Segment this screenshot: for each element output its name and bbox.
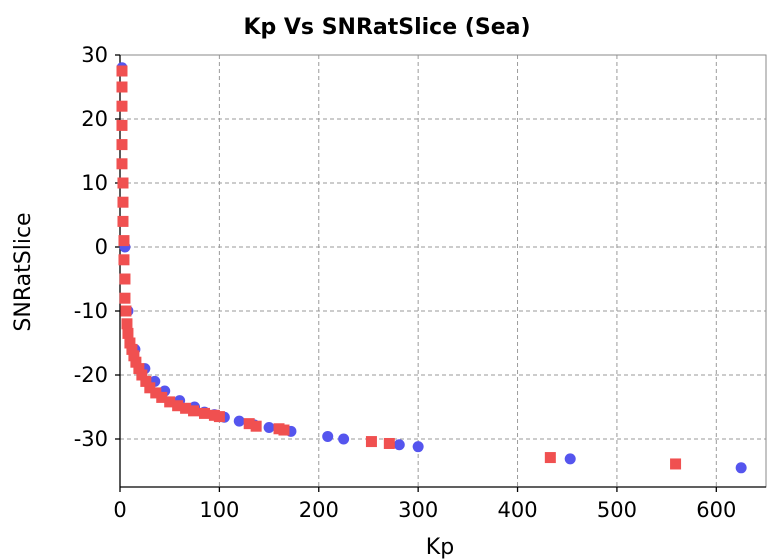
data-point-square: [116, 81, 128, 93]
data-point-square: [116, 139, 128, 151]
data-points: [116, 62, 747, 474]
data-point-square: [122, 327, 134, 339]
data-point-square: [117, 196, 129, 208]
data-point-square: [140, 375, 152, 387]
y-tick-label: -30: [74, 427, 108, 451]
data-point-square: [198, 407, 210, 419]
data-point-square: [188, 405, 200, 417]
data-point-circle: [263, 421, 275, 433]
data-point-square: [116, 158, 128, 170]
y-axis-ticks: 30 20 10 0 -10 -20 -30: [74, 43, 120, 451]
data-point-circle: [338, 433, 350, 445]
data-point-square: [670, 458, 682, 470]
data-point-circle: [564, 453, 576, 465]
y-tick-label: 20: [81, 107, 108, 131]
data-point-square: [180, 402, 192, 414]
chart-title: Kp Vs SNRatSlice (Sea): [243, 15, 530, 40]
data-point-square: [278, 424, 290, 436]
data-point-square: [124, 337, 136, 349]
data-point-square: [116, 65, 128, 77]
y-tick-label: 10: [81, 171, 108, 195]
data-point-square: [126, 343, 138, 355]
data-point-square: [118, 235, 130, 247]
data-point-square: [117, 215, 129, 227]
y-tick-label: 0: [95, 235, 108, 259]
data-point-square: [121, 318, 133, 330]
data-point-square: [243, 418, 255, 430]
data-point-square: [150, 387, 162, 399]
data-point-square: [164, 396, 176, 408]
x-tick-label: 400: [497, 498, 537, 522]
x-tick-label: 0: [113, 498, 126, 522]
y-axis-label: SNRatSlice: [11, 212, 36, 331]
data-point-square: [119, 292, 131, 304]
data-point-circle: [412, 441, 424, 453]
data-point-square: [120, 305, 132, 317]
data-point-square: [128, 350, 140, 362]
data-point-square: [133, 363, 145, 375]
data-point-square: [544, 452, 556, 464]
data-point-square: [118, 254, 130, 266]
data-point-circle: [735, 462, 747, 474]
data-point-square: [116, 119, 128, 131]
data-point-square: [117, 177, 129, 189]
x-tick-label: 100: [199, 498, 239, 522]
x-tick-label: 300: [398, 498, 438, 522]
x-axis-ticks: 0 100 200 300 400 500 600: [113, 487, 736, 522]
data-point-square: [250, 420, 262, 432]
data-point-square: [119, 273, 131, 285]
data-point-circle: [322, 430, 334, 442]
y-tick-label: -20: [74, 363, 108, 387]
x-tick-label: 200: [299, 498, 339, 522]
data-point-square: [130, 356, 142, 368]
x-axis-label: Kp: [426, 535, 454, 559]
x-tick-label: 500: [597, 498, 637, 522]
data-point-square: [144, 382, 156, 394]
data-point-square: [116, 100, 128, 112]
plot-frame: [119, 54, 767, 488]
data-point-square: [383, 437, 395, 449]
y-tick-label: -10: [74, 299, 108, 323]
data-point-square: [365, 436, 377, 448]
data-point-square: [172, 400, 184, 412]
data-point-circle: [393, 439, 405, 451]
data-point-square: [156, 391, 168, 403]
y-tick-label: 30: [81, 43, 108, 67]
data-point-square: [213, 411, 225, 423]
x-tick-label: 600: [696, 498, 736, 522]
data-point-square: [136, 369, 148, 381]
data-point-circle: [233, 415, 245, 427]
grid-lines: [120, 54, 766, 487]
